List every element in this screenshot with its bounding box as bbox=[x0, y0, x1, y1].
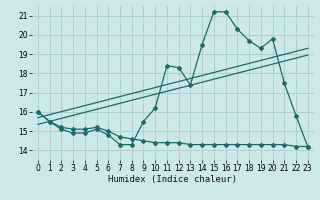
X-axis label: Humidex (Indice chaleur): Humidex (Indice chaleur) bbox=[108, 175, 237, 184]
